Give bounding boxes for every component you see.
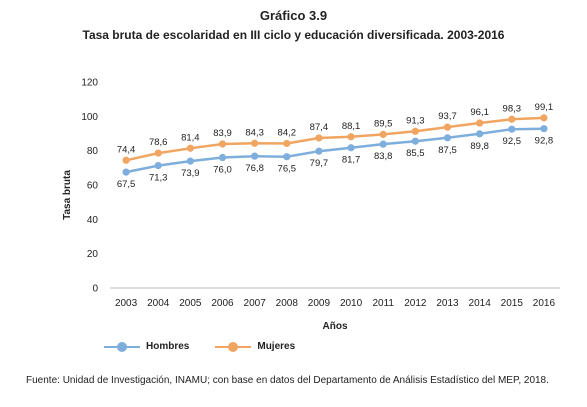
data-label-mujeres: 96,1	[470, 107, 489, 118]
data-point-hombres	[347, 144, 355, 152]
data-point-hombres	[476, 130, 484, 138]
data-label-hombres: 83,8	[374, 151, 393, 162]
data-point-hombres	[508, 125, 516, 133]
data-label-hombres: 92,5	[503, 136, 522, 147]
x-tick-label: 2009	[308, 298, 331, 309]
legend-item-hombres: Hombres	[104, 341, 189, 352]
data-label-mujeres: 84,2	[278, 127, 297, 138]
x-tick-label: 2012	[404, 298, 427, 309]
data-label-mujeres: 99,1	[535, 102, 554, 113]
series-line-hombres	[125, 127, 544, 174]
data-label-hombres: 87,5	[438, 145, 457, 156]
data-point-hombres	[283, 153, 291, 161]
data-label-hombres: 81,7	[342, 155, 361, 166]
data-point-mujeres	[315, 134, 323, 142]
data-point-mujeres	[411, 127, 419, 135]
data-point-hombres	[122, 168, 130, 176]
data-label-hombres: 92,8	[535, 136, 554, 147]
y-tick-label: 0	[92, 284, 98, 295]
y-tick-label: 100	[81, 112, 98, 123]
y-tick-label: 40	[87, 215, 99, 226]
data-point-hombres	[186, 157, 194, 165]
data-label-mujeres: 84,3	[245, 127, 264, 138]
data-point-hombres	[315, 147, 323, 155]
data-label-hombres: 76,8	[245, 163, 264, 174]
data-label-hombres: 76,0	[213, 165, 232, 176]
legend: Hombres Mujeres	[104, 341, 295, 352]
source-note: Fuente: Unidad de Investigación, INAMU; …	[26, 375, 549, 386]
y-tick-label: 20	[87, 249, 99, 260]
series-line-mujeres	[125, 116, 544, 162]
data-point-mujeres	[508, 115, 516, 123]
data-point-mujeres	[476, 119, 484, 127]
data-point-mujeres	[154, 149, 162, 157]
y-tick-label: 120	[81, 78, 98, 89]
data-label-mujeres: 89,5	[374, 118, 393, 129]
chart-subtitle: Tasa bruta de escolaridad en III ciclo y…	[82, 28, 505, 42]
data-label-mujeres: 98,3	[503, 103, 522, 114]
data-label-hombres: 85,5	[406, 148, 425, 159]
data-label-mujeres: 93,7	[438, 111, 457, 122]
data-label-mujeres: 83,9	[213, 128, 232, 139]
data-point-mujeres	[218, 140, 227, 148]
data-label-mujeres: 91,3	[406, 115, 425, 126]
data-label-mujeres: 88,1	[342, 121, 361, 132]
legend-label-mujeres: Mujeres	[257, 341, 296, 352]
legend-swatch-hombres	[104, 341, 140, 352]
data-point-hombres	[411, 137, 419, 145]
x-tick-label: 2016	[533, 298, 556, 309]
data-point-mujeres	[540, 114, 548, 122]
data-point-hombres	[540, 125, 548, 133]
legend-swatch-mujeres	[215, 341, 252, 352]
x-tick-label: 2013	[436, 298, 459, 309]
x-tick-label: 2006	[211, 298, 234, 309]
data-point-mujeres	[186, 144, 194, 152]
data-point-hombres	[379, 140, 387, 148]
data-label-hombres: 76,5	[278, 164, 297, 175]
data-point-mujeres	[122, 156, 130, 164]
data-label-hombres: 73,9	[181, 168, 200, 179]
chart-title: Gráfico 3.9	[259, 8, 328, 23]
x-tick-label: 2005	[179, 298, 202, 309]
legend-item-mujeres: Mujeres	[215, 341, 295, 352]
data-label-hombres: 79,7	[310, 158, 329, 169]
x-tick-label: 2011	[372, 298, 394, 309]
x-tick-label: 2008	[276, 298, 299, 309]
data-label-hombres: 67,5	[117, 179, 136, 190]
y-tick-label: 60	[87, 181, 99, 192]
data-point-hombres	[218, 153, 227, 162]
data-label-mujeres: 81,4	[181, 132, 200, 143]
data-point-hombres	[443, 134, 452, 142]
data-point-mujeres	[251, 139, 259, 147]
x-tick-label: 2007	[244, 298, 267, 309]
x-axis-title: Años	[323, 321, 348, 332]
data-point-hombres	[154, 162, 162, 170]
x-tick-label: 2010	[340, 298, 363, 309]
data-point-mujeres	[283, 139, 291, 148]
data-label-mujeres: 74,4	[117, 144, 136, 155]
y-axis-title: Tasa bruta	[62, 170, 73, 220]
data-label-mujeres: 78,6	[149, 137, 168, 148]
data-point-mujeres	[347, 133, 355, 141]
x-tick-label: 2004	[147, 298, 170, 309]
data-point-mujeres	[379, 130, 387, 138]
data-label-mujeres: 87,4	[310, 122, 329, 133]
x-tick-label: 2003	[115, 298, 138, 309]
legend-label-hombres: Hombres	[146, 341, 190, 352]
data-label-hombres: 89,8	[470, 141, 489, 152]
x-tick-label: 2015	[501, 298, 524, 309]
data-point-hombres	[251, 152, 259, 160]
data-label-hombres: 71,3	[149, 173, 168, 184]
data-point-mujeres	[443, 123, 452, 131]
x-tick-label: 2014	[469, 298, 492, 309]
y-tick-label: 80	[87, 146, 99, 157]
